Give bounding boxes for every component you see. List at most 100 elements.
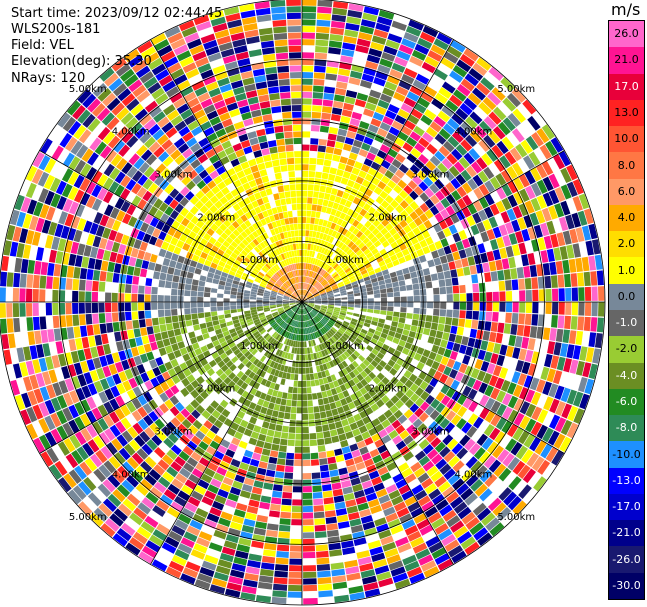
- velocity-gate: [311, 310, 317, 316]
- velocity-gate: [104, 388, 115, 401]
- velocity-gate: [267, 388, 274, 396]
- velocity-gate: [467, 413, 479, 425]
- velocity-gate: [205, 316, 212, 323]
- velocity-gate: [203, 420, 213, 430]
- velocity-gate: [262, 114, 273, 122]
- velocity-gate: [304, 283, 307, 290]
- velocity-gate: [248, 194, 257, 203]
- velocity-gate: [340, 353, 348, 360]
- velocity-gate: [296, 249, 300, 257]
- velocity-gate: [292, 270, 296, 277]
- velocity-gate: [386, 262, 394, 269]
- velocity-gate: [77, 349, 86, 362]
- velocity-gate: [107, 493, 122, 508]
- velocity-gate: [232, 229, 241, 237]
- velocity-gate: [302, 426, 309, 434]
- velocity-gate: [450, 178, 461, 190]
- velocity-gate: [197, 296, 204, 302]
- velocity-gate: [177, 543, 193, 555]
- velocity-gate: [350, 253, 358, 261]
- velocity-gate: [333, 310, 340, 314]
- velocity-gate: [160, 425, 172, 437]
- range-ring-label: 2.00km: [369, 212, 407, 223]
- velocity-gate: [238, 242, 246, 250]
- velocity-gate: [296, 354, 300, 361]
- velocity-gate: [34, 330, 42, 345]
- velocity-gate: [385, 109, 397, 120]
- velocity-gate: [278, 531, 290, 539]
- velocity-gate: [163, 489, 177, 501]
- velocity-gate: [346, 130, 357, 139]
- velocity-gate: [207, 180, 217, 190]
- velocity-gate: [112, 373, 122, 385]
- velocity-gate: [302, 12, 316, 20]
- velocity-gate: [433, 68, 448, 81]
- velocity-gate: [351, 235, 359, 244]
- velocity-gate: [306, 306, 311, 312]
- velocity-gate: [303, 584, 318, 592]
- velocity-gate: [420, 391, 430, 401]
- velocity-gate: [434, 353, 443, 363]
- velocity-gate: [588, 363, 598, 380]
- velocity-gate: [148, 206, 158, 217]
- velocity-gate: [284, 293, 291, 297]
- velocity-gate: [262, 154, 272, 163]
- velocity-gate: [361, 575, 377, 585]
- velocity-gate: [241, 249, 248, 257]
- velocity-gate: [227, 380, 236, 389]
- velocity-gate: [384, 81, 398, 92]
- velocity-gate: [434, 150, 446, 162]
- velocity-gate: [370, 403, 380, 412]
- velocity-gate: [307, 320, 310, 327]
- velocity-gate: [170, 68, 185, 80]
- velocity-gate: [183, 164, 194, 175]
- velocity-gate: [120, 200, 131, 213]
- velocity-gate: [421, 500, 435, 513]
- velocity-gate: [112, 533, 128, 547]
- velocity-gate: [572, 243, 581, 258]
- velocity-gate: [598, 302, 605, 317]
- velocity-gate: [409, 164, 421, 175]
- velocity-gate: [168, 560, 185, 573]
- velocity-gate: [294, 453, 302, 460]
- velocity-gate: [166, 449, 178, 461]
- velocity-gate: [339, 327, 346, 333]
- velocity-gate: [322, 397, 330, 405]
- velocity-gate: [268, 318, 275, 324]
- velocity-gate: [289, 279, 293, 285]
- velocity-gate: [190, 296, 197, 302]
- velocity-gate: [396, 344, 404, 353]
- velocity-gate: [224, 228, 232, 236]
- velocity-gate: [409, 403, 420, 413]
- velocity-gate: [371, 248, 379, 256]
- velocity-gate: [282, 211, 289, 219]
- velocity-gate: [102, 365, 112, 378]
- velocity-gate: [286, 280, 292, 287]
- velocity-gate: [348, 260, 355, 267]
- velocity-gate: [150, 377, 160, 388]
- velocity-gate: [317, 285, 323, 291]
- velocity-gate: [313, 184, 320, 192]
- velocity-gate: [287, 279, 293, 286]
- velocity-gate: [424, 321, 432, 329]
- velocity-gate: [306, 306, 311, 312]
- velocity-gate: [287, 164, 295, 171]
- velocity-gate: [341, 306, 348, 309]
- velocity-gate: [327, 293, 334, 297]
- velocity-gate: [0, 318, 8, 334]
- velocity-gate: [253, 318, 260, 324]
- velocity-gate: [518, 313, 526, 325]
- velocity-gate: [344, 330, 352, 337]
- velocity-gate: [159, 494, 173, 506]
- velocity-gate: [164, 250, 173, 260]
- velocity-gate: [560, 200, 571, 216]
- velocity-gate: [284, 324, 289, 331]
- velocity-gate: [225, 282, 232, 287]
- velocity-gate: [276, 303, 283, 305]
- velocity-gate: [182, 242, 191, 252]
- velocity-gate: [259, 370, 267, 378]
- velocity-gate: [243, 167, 252, 176]
- velocity-gate: [344, 238, 352, 246]
- velocity-gate: [73, 189, 85, 203]
- velocity-gate: [327, 456, 337, 464]
